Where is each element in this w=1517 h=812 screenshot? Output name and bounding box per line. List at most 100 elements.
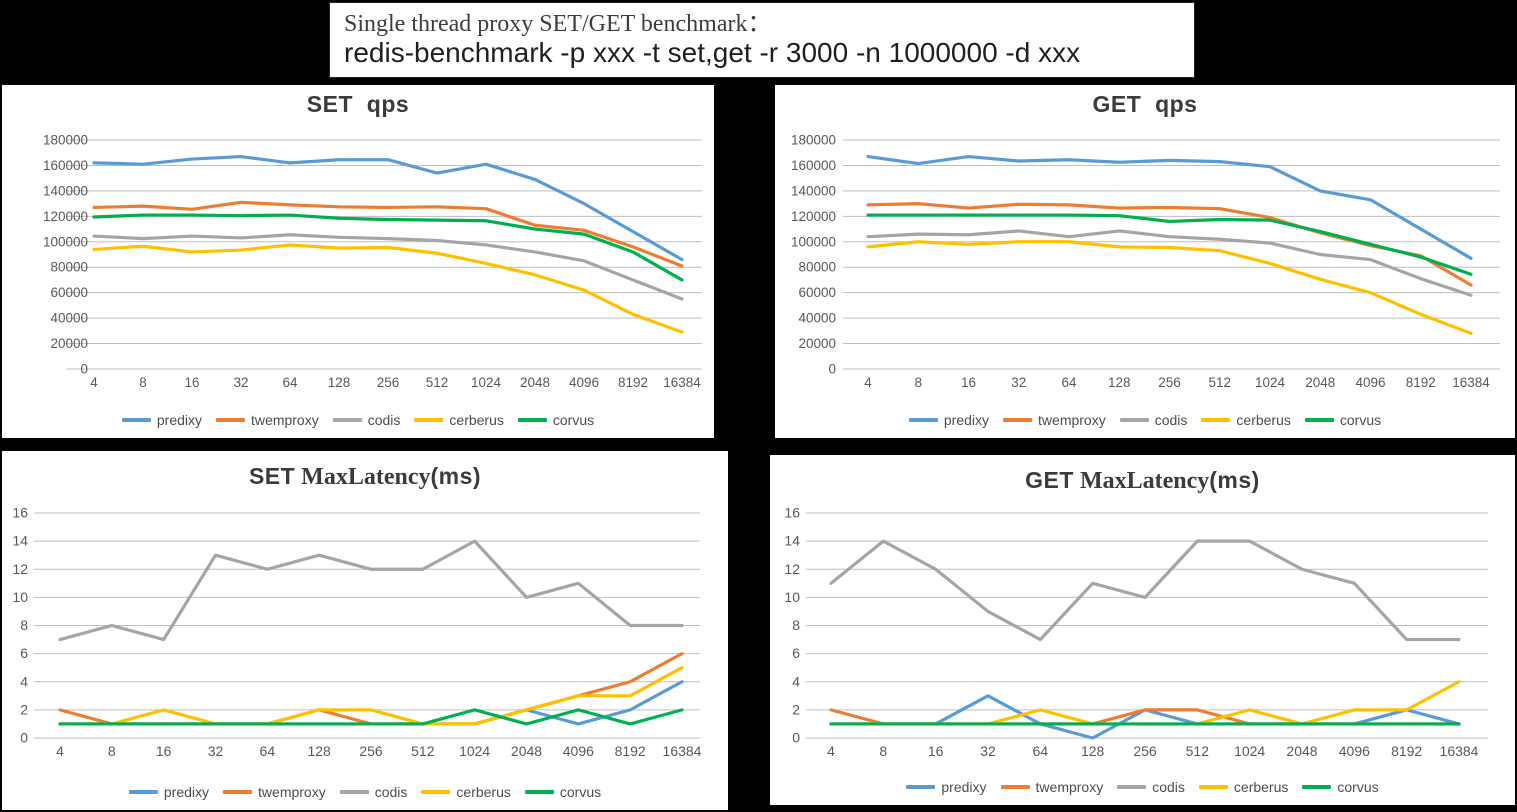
predixy-line-swatch: [121, 418, 151, 422]
cerberus-line-swatch: [421, 790, 451, 794]
y-axis-tick-label: 14: [784, 533, 800, 549]
series-predixy: [58, 680, 684, 726]
x-axis-tick-label: 256: [359, 743, 383, 759]
x-axis-tick-label: 4: [827, 743, 835, 759]
legend-item-cerberus: cerberus: [414, 412, 504, 428]
legend-item-twemproxy: twemproxy: [223, 784, 326, 800]
legend-label: corvus: [552, 412, 595, 428]
set-qps-chart: 180000 160000 140000 120000 100000 80000 60000…: [43, 133, 702, 390]
x-axis-tick-label: 512: [411, 743, 435, 759]
header-box: Single thread proxy SET/GET benchmark： r…: [329, 2, 1195, 78]
series-predixy: [92, 154, 684, 262]
legend-item-cerberus: cerberus: [1201, 412, 1291, 428]
x-axis-tick-label: 128: [307, 743, 331, 759]
x-axis-tick-label: 32: [208, 743, 224, 759]
x-axis-tick-label: 16: [184, 375, 199, 390]
y-axis-tick-label: 20000: [50, 336, 88, 351]
set-latency-title: SET MaxLatency(ms): [2, 463, 728, 491]
get-latency-legend: predixy twemproxy codis cerberus corvus: [770, 779, 1515, 795]
y-axis-tick-label: 60000: [798, 285, 836, 300]
x-axis-tick-label: 1024: [471, 375, 502, 390]
legend-label: twemproxy: [251, 412, 319, 428]
legend-item-corvus: corvus: [1302, 779, 1379, 795]
x-axis-tick-label: 4: [90, 375, 98, 390]
x-axis-tick-label: 8: [914, 375, 922, 390]
twemproxy-line-swatch: [216, 418, 246, 422]
x-axis-tick-label: 512: [426, 375, 449, 390]
codis-line-swatch: [332, 418, 362, 422]
title-part: SET qps: [306, 91, 410, 117]
title-part: SET: [248, 463, 296, 489]
title-part: GET qps: [1092, 91, 1198, 117]
y-axis-tick-label: 12: [784, 561, 800, 577]
series-cerberus: [58, 666, 684, 726]
legend-label: twemproxy: [258, 784, 326, 800]
corvus-line-swatch: [517, 418, 547, 422]
x-axis-tick-label: 32: [980, 743, 996, 759]
header-title: Single thread proxy SET/GET benchmark：: [344, 11, 772, 37]
y-axis-tick-label: 20000: [798, 336, 836, 351]
y-axis-tick-label: 6: [792, 645, 800, 661]
get-qps-chart: 180000 160000 140000 120000 100000 80000 60000…: [791, 133, 1500, 390]
title-part: MaxLatency: [295, 464, 431, 490]
series-predixy: [829, 694, 1461, 740]
legend-label: codis: [1154, 412, 1188, 428]
y-axis-tick-label: 100000: [791, 234, 836, 249]
x-axis-tick-label: 1024: [1234, 743, 1265, 759]
series-codis: [829, 539, 1461, 642]
y-axis-tick-label: 8: [792, 617, 800, 633]
y-axis-tick-label: 140000: [43, 183, 88, 198]
x-axis-tick-label: 16384: [663, 375, 701, 390]
x-axis-tick-label: 32: [1011, 375, 1026, 390]
x-axis-tick-label: 64: [1033, 743, 1049, 759]
series-corvus: [866, 213, 1473, 276]
series-twemproxy: [92, 200, 684, 268]
y-axis-tick-label: 4: [20, 673, 28, 689]
panel-get-qps: 180000 160000 140000 120000 100000 80000 60000…: [775, 85, 1515, 438]
x-axis-tick-label: 4: [864, 375, 872, 390]
y-axis-tick-label: 2: [792, 701, 800, 717]
legend-label: corvus: [1337, 779, 1379, 795]
cerberus-line-swatch: [414, 418, 444, 422]
y-axis-tick-label: 160000: [791, 158, 836, 173]
x-axis-tick-label: 1024: [459, 743, 490, 759]
legend-label: cerberus: [1236, 412, 1291, 428]
legend-label: predixy: [156, 412, 203, 428]
y-axis-tick-label: 10: [12, 589, 28, 605]
corvus-line-swatch: [524, 790, 554, 794]
predixy-line-swatch: [128, 790, 158, 794]
panel-set-qps: 180000 160000 140000 120000 100000 80000 60000…: [2, 85, 714, 438]
x-axis-tick-label: 8192: [615, 743, 646, 759]
series-codis: [92, 233, 684, 301]
corvus-line-swatch: [1302, 785, 1332, 789]
cerberus-line-swatch: [1201, 418, 1231, 422]
twemproxy-line-swatch: [223, 790, 253, 794]
legend-item-codis: codis: [1119, 412, 1188, 428]
corvus-line-swatch: [1304, 418, 1334, 422]
legend-label: predixy: [943, 412, 990, 428]
y-axis-tick-label: 60000: [50, 285, 88, 300]
panel-set-latency: 16 14 12 10 8 6 4 2 0 4 8 16 32 64 128 256 512 1024 2048 40…: [2, 451, 728, 810]
x-axis-tick-label: 16: [156, 743, 172, 759]
get-qps-title: GET qps: [775, 91, 1515, 119]
x-axis-tick-label: 256: [1158, 375, 1181, 390]
title-part: GET: [1025, 467, 1074, 493]
title-part: (ms): [430, 463, 482, 489]
y-axis-tick-label: 16: [12, 505, 28, 521]
x-axis-tick-label: 4096: [569, 375, 599, 390]
x-axis-tick-label: 2048: [511, 743, 542, 759]
header-command: redis-benchmark -p xxx -t set,get -r 300…: [344, 37, 1081, 69]
x-axis-tick-label: 64: [1061, 375, 1077, 390]
x-axis-tick-label: 8: [879, 743, 887, 759]
legend-label: codis: [1152, 779, 1185, 795]
x-axis-tick-label: 2048: [520, 375, 550, 390]
series-cerberus: [92, 243, 684, 334]
legend-item-cerberus: cerberus: [1198, 779, 1288, 795]
legend-item-predixy: predixy: [906, 779, 987, 795]
series-corvus: [92, 213, 684, 282]
legend-item-twemproxy: twemproxy: [1003, 412, 1106, 428]
y-axis-tick-label: 12: [12, 561, 28, 577]
y-axis-tick-label: 0: [828, 362, 836, 377]
x-axis-tick-label: 4096: [1355, 375, 1385, 390]
